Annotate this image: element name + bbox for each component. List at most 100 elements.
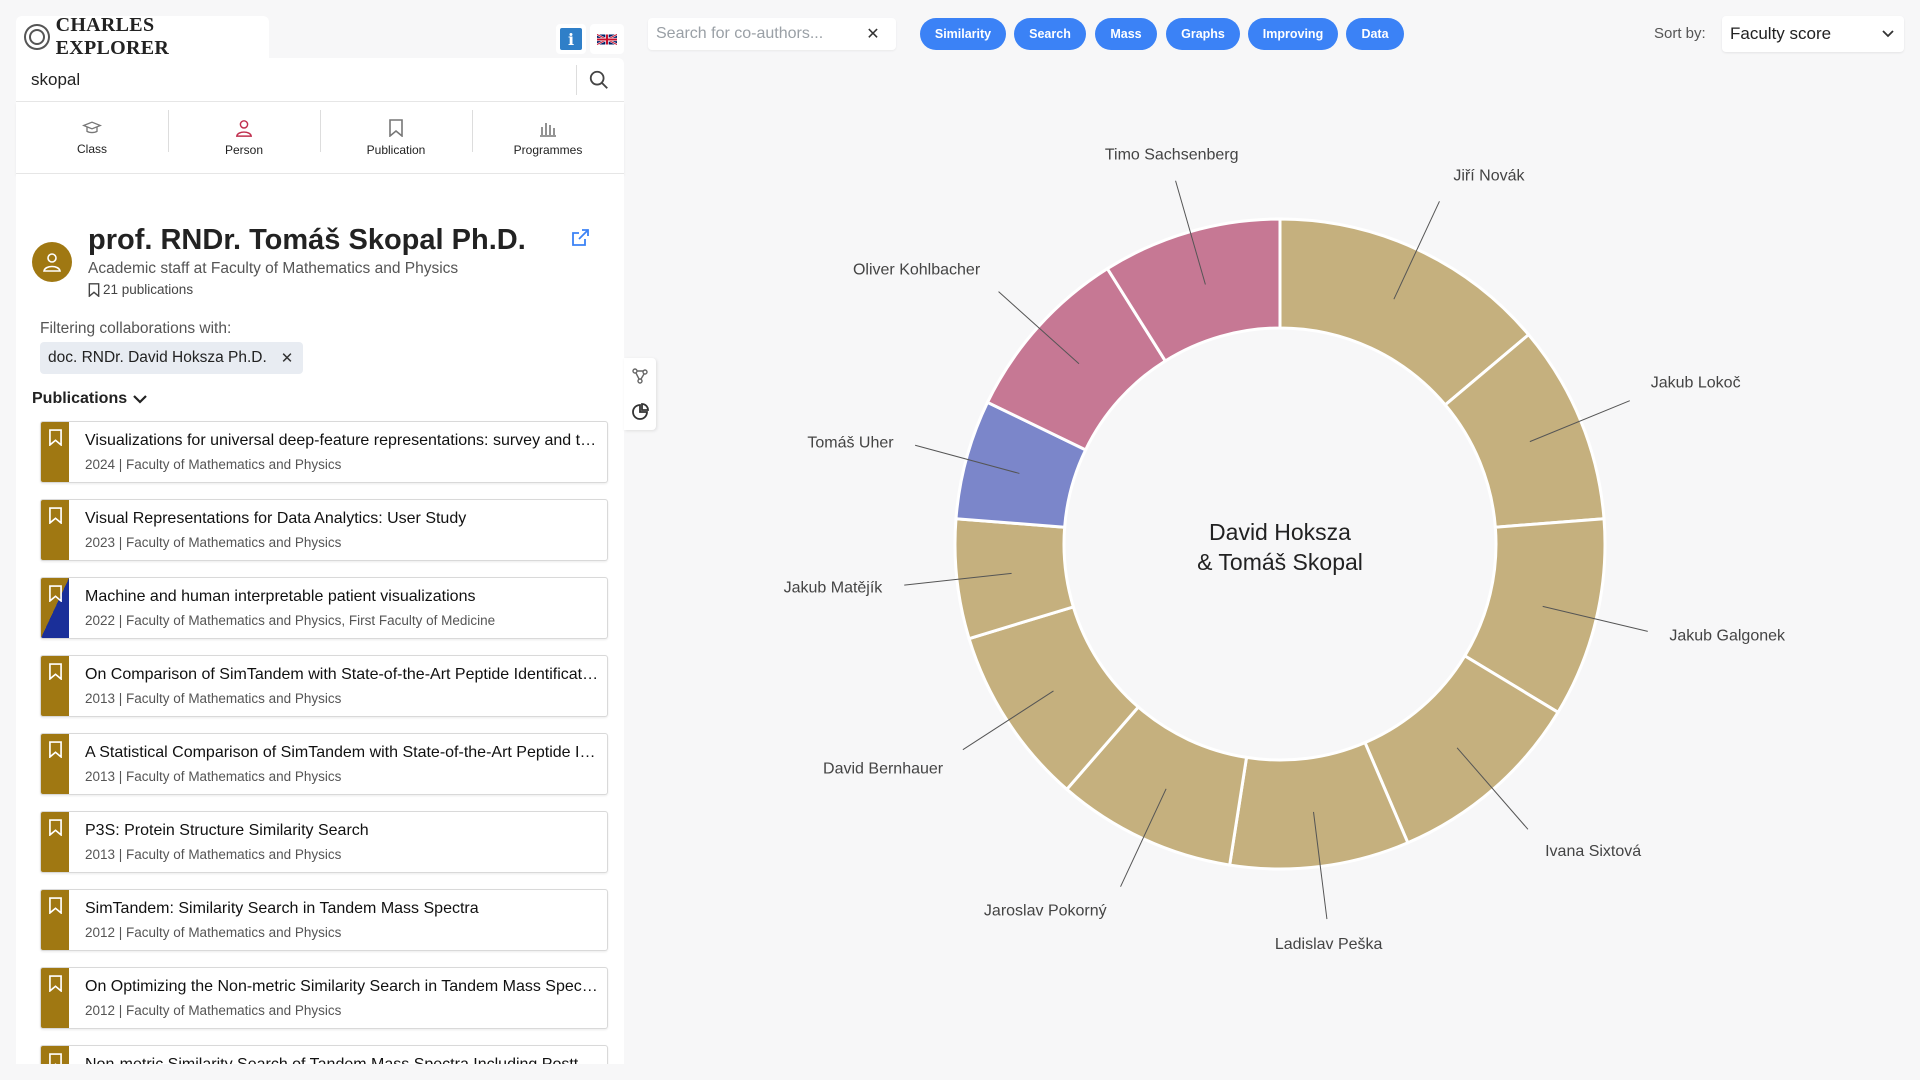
brand[interactable]: CHARLES EXPLORER [16, 14, 269, 59]
tag-similarity[interactable]: Similarity [920, 18, 1006, 50]
faculty-band [41, 1046, 69, 1064]
info-icon: i [560, 28, 582, 50]
tag-mass[interactable]: Mass [1095, 18, 1157, 50]
graduation-cap-icon [82, 120, 102, 133]
label-leader-line [904, 572, 1012, 586]
faculty-band [41, 578, 69, 638]
search-divider [576, 64, 577, 95]
publication-card[interactable]: A Statistical Comparison of SimTandem wi… [40, 733, 608, 795]
publication-title: Visualizations for universal deep-featur… [85, 432, 599, 449]
donut-slice[interactable] [1105, 217, 1282, 364]
publication-card[interactable]: P3S: Protein Structure Similarity Search… [40, 811, 608, 873]
search-button[interactable] [577, 69, 621, 91]
network-icon [632, 368, 648, 384]
faculty-band [41, 500, 69, 560]
publication-card[interactable]: Non-metric Similarity Search of Tandem M… [40, 1045, 608, 1064]
nav-label: Class [76, 141, 107, 156]
publication-title: Non-metric Similarity Search of Tandem M… [85, 1056, 599, 1064]
publication-card[interactable]: SimTandem: Similarity Search in Tandem M… [40, 889, 608, 951]
publication-meta: 2024 | Faculty of Mathematics and Physic… [85, 457, 342, 472]
nav-publication[interactable]: Publication [320, 102, 472, 173]
publication-card[interactable]: Visual Representations for Data Analytic… [40, 499, 608, 561]
label-leader-line [962, 690, 1054, 751]
external-link-button[interactable] [570, 228, 590, 253]
search-bar [16, 58, 624, 102]
tag-graphs[interactable]: Graphs [1166, 18, 1240, 50]
sort-select[interactable]: Faculty score [1722, 16, 1904, 52]
publication-title: On Optimizing the Non-metric Similarity … [85, 978, 599, 995]
tag-improving[interactable]: Improving [1248, 18, 1338, 50]
slice-label[interactable]: Oliver Kohlbacher [853, 261, 981, 278]
slice-label[interactable]: David Bernhauer [823, 760, 944, 777]
publication-card[interactable]: On Optimizing the Non-metric Similarity … [40, 967, 608, 1029]
clear-search-button[interactable]: ✕ [866, 26, 880, 43]
graph-view-button[interactable] [624, 358, 656, 394]
publication-card[interactable]: Visualizations for universal deep-featur… [40, 421, 608, 483]
publication-title: P3S: Protein Structure Similarity Search [85, 822, 369, 839]
slice-label[interactable]: Jakub Matějík [784, 580, 884, 597]
sort-label: Sort by: [1654, 25, 1706, 42]
search-input[interactable] [16, 59, 576, 100]
faculty-band [41, 968, 69, 1028]
publication-meta: 2013 | Faculty of Mathematics and Physic… [85, 691, 342, 706]
tag-search[interactable]: Search [1014, 18, 1086, 50]
language-button[interactable] [590, 24, 624, 54]
publication-meta: 2013 | Faculty of Mathematics and Physic… [85, 847, 342, 862]
chevron-down-icon [133, 395, 147, 404]
publication-title: Machine and human interpretable patient … [85, 588, 476, 605]
coauthor-search: ✕ [648, 18, 896, 50]
left-panel: CHARLES EXPLORER i Class Person Pu [16, 14, 624, 1064]
bookmark-icon [49, 585, 62, 602]
faculty-band [41, 734, 69, 794]
bookmark-icon [49, 663, 62, 680]
sort-value: Faculty score [1730, 24, 1832, 43]
nav-programmes[interactable]: Programmes [472, 102, 624, 173]
bookmark-icon [49, 975, 62, 992]
chevron-down-icon [1882, 30, 1894, 38]
publication-title: On Comparison of SimTandem with State-of… [85, 666, 599, 683]
publication-title: SimTandem: Similarity Search in Tandem M… [85, 900, 479, 917]
person-role: Academic staff at Faculty of Mathematics… [88, 260, 459, 277]
publication-meta: 2013 | Faculty of Mathematics and Physic… [85, 769, 342, 784]
bookmark-icon [49, 741, 62, 758]
avatar [32, 242, 72, 282]
label-leader-line [915, 444, 1020, 474]
info-button[interactable]: i [556, 24, 586, 54]
slice-label[interactable]: Jakub Lokoč [1651, 374, 1741, 391]
bookmark-icon [389, 118, 403, 137]
publication-count-text: 21 publications [103, 282, 194, 297]
nav-class[interactable]: Class [16, 102, 168, 173]
label-leader-line [1456, 747, 1529, 830]
tag-data[interactable]: Data [1346, 18, 1404, 50]
profile-content: prof. RNDr. Tomáš Skopal Ph.D. Academic … [16, 174, 624, 1064]
bookmark-icon [49, 507, 62, 524]
nav-person[interactable]: Person [168, 102, 320, 173]
chart-center-title: David Hoksza [1209, 519, 1351, 545]
person-icon [235, 119, 253, 137]
faculty-band [41, 422, 69, 482]
slice-label[interactable]: Timo Sachsenberg [1105, 146, 1239, 163]
slice-label[interactable]: Tomáš Uher [807, 435, 894, 452]
label-leader-line [1313, 811, 1328, 920]
slice-label[interactable]: Jaroslav Pokorný [984, 902, 1107, 919]
chip-close-button[interactable]: ✕ [280, 350, 294, 367]
faculty-band [41, 812, 69, 872]
label-leader-line [1529, 400, 1630, 443]
publications-header: Publications [32, 390, 128, 407]
label-leader-line [998, 291, 1080, 365]
slice-label[interactable]: Jakub Galgonek [1669, 628, 1786, 645]
publication-card[interactable]: On Comparison of SimTandem with State-of… [40, 655, 608, 717]
slice-label[interactable]: Jiří Novák [1453, 168, 1525, 185]
bookmark-icon [49, 819, 62, 836]
pie-view-button[interactable] [624, 394, 656, 430]
publication-count: 21 publications [88, 282, 193, 297]
slice-label[interactable]: Ladislav Peška [1275, 936, 1383, 953]
publications-toggle[interactable]: Publications [32, 390, 147, 408]
slice-label[interactable]: Ivana Sixtová [1545, 843, 1641, 860]
external-link-icon [572, 229, 589, 246]
coauthor-search-input[interactable] [648, 25, 858, 43]
label-leader-line [1542, 605, 1648, 632]
publication-card[interactable]: Machine and human interpretable patient … [40, 577, 608, 639]
person-icon [43, 253, 61, 272]
search-icon [589, 70, 608, 89]
